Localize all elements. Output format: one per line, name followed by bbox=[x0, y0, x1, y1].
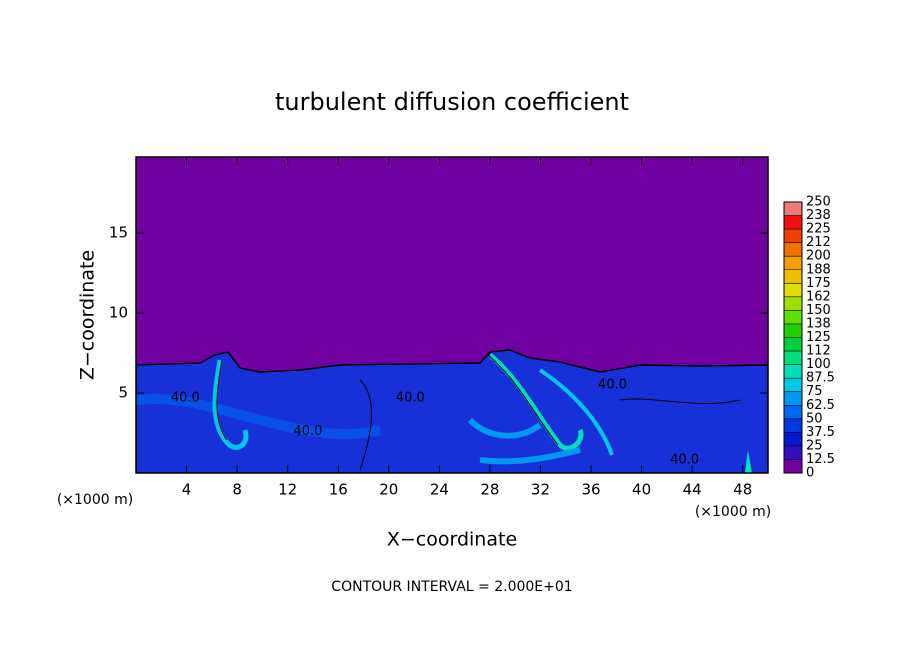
x-tick-label: 28 bbox=[480, 481, 499, 499]
x-tick-label: 44 bbox=[683, 481, 702, 499]
x-axis-label: X−coordinate bbox=[387, 529, 517, 551]
colorbar-band bbox=[784, 310, 802, 324]
colorbar-band bbox=[784, 215, 802, 230]
footnote: CONTOUR INTERVAL = 2.000E+01 bbox=[331, 579, 572, 595]
y-unit-label: (×1000 m) bbox=[57, 492, 133, 508]
colorbar-label: 112 bbox=[806, 344, 831, 359]
colorbar-band bbox=[784, 256, 802, 270]
boundary-layer bbox=[136, 349, 768, 473]
streak bbox=[212, 359, 249, 450]
contour-label: 40.0 bbox=[171, 390, 200, 405]
colorbar-label: 200 bbox=[806, 249, 831, 264]
colorbar-band bbox=[784, 269, 802, 284]
colorbar-label: 125 bbox=[806, 330, 831, 345]
y-tick-label: 15 bbox=[109, 224, 128, 242]
colorbar-label: 162 bbox=[806, 289, 831, 304]
colorbar-label: 238 bbox=[806, 208, 831, 223]
colorbar-label: 50 bbox=[806, 411, 823, 426]
contour-label: 40.0 bbox=[293, 424, 322, 439]
y-tick-label: 10 bbox=[109, 304, 128, 322]
contour bbox=[216, 359, 228, 441]
colorbar-band bbox=[784, 445, 802, 460]
x-tick-label: 12 bbox=[278, 481, 297, 499]
y-tick-label: 5 bbox=[118, 384, 128, 402]
colorbar-band bbox=[784, 432, 802, 446]
colorbar-label: 188 bbox=[806, 262, 831, 277]
colorbar-band bbox=[784, 405, 802, 419]
x-tick-label: 4 bbox=[182, 481, 192, 499]
contour-label: 40.0 bbox=[670, 453, 699, 468]
colorbar-band bbox=[784, 418, 802, 433]
colorbar-band bbox=[784, 391, 802, 406]
x-tick-label: 8 bbox=[232, 481, 242, 499]
x-tick-label: 32 bbox=[531, 481, 550, 499]
colorbar-band bbox=[784, 459, 802, 473]
x-tick-label: 48 bbox=[733, 481, 752, 499]
x-tick-label: 20 bbox=[379, 481, 398, 499]
colorbar-band bbox=[784, 296, 802, 311]
colorbar-band bbox=[784, 378, 802, 392]
streak bbox=[467, 417, 581, 465]
colorbar-label: 87.5 bbox=[806, 371, 835, 386]
colorbar-band bbox=[784, 351, 802, 365]
colorbar-label: 75 bbox=[806, 384, 823, 399]
colorbar-label: 150 bbox=[806, 303, 831, 318]
streak bbox=[488, 353, 584, 451]
x-tick-label: 24 bbox=[430, 481, 449, 499]
field bbox=[136, 349, 768, 473]
colorbar-label: 175 bbox=[806, 276, 831, 291]
colorbar-band bbox=[784, 323, 802, 338]
colorbar-label: 212 bbox=[806, 235, 831, 250]
colorbar-label: 250 bbox=[806, 195, 831, 210]
x-unit-label: (×1000 m) bbox=[695, 504, 771, 520]
colorbar-label: 225 bbox=[806, 222, 831, 237]
x-tick-label: 36 bbox=[581, 481, 600, 499]
colorbar-band bbox=[784, 283, 802, 297]
colorbar-label: 62.5 bbox=[806, 398, 835, 413]
streak bbox=[745, 450, 752, 473]
contour bbox=[359, 379, 741, 471]
x-tick-label: 16 bbox=[329, 481, 348, 499]
contour-label: 40.0 bbox=[396, 390, 425, 405]
x-tick-label: 40 bbox=[632, 481, 651, 499]
colorbar-label: 0 bbox=[806, 466, 814, 481]
plot-frame bbox=[135, 156, 769, 474]
colorbar-band bbox=[784, 229, 802, 243]
colorbar-label: 37.5 bbox=[806, 425, 835, 440]
colorbar-label: 25 bbox=[806, 438, 823, 453]
colorbar-label: 12.5 bbox=[806, 452, 835, 467]
streak bbox=[538, 368, 614, 456]
colorbar-band bbox=[784, 337, 802, 352]
colorbar-band bbox=[784, 364, 802, 379]
colorbar-band bbox=[784, 242, 802, 257]
chart-title: turbulent diffusion coefficient bbox=[275, 88, 629, 116]
colorbar-label: 138 bbox=[806, 316, 831, 331]
y-axis-label: Z−coordinate bbox=[77, 250, 99, 380]
streak bbox=[136, 394, 382, 440]
colorbar-band bbox=[784, 202, 802, 216]
contour-label: 40.0 bbox=[598, 378, 627, 393]
colorbar-label: 100 bbox=[806, 357, 831, 372]
contour bbox=[487, 354, 559, 446]
